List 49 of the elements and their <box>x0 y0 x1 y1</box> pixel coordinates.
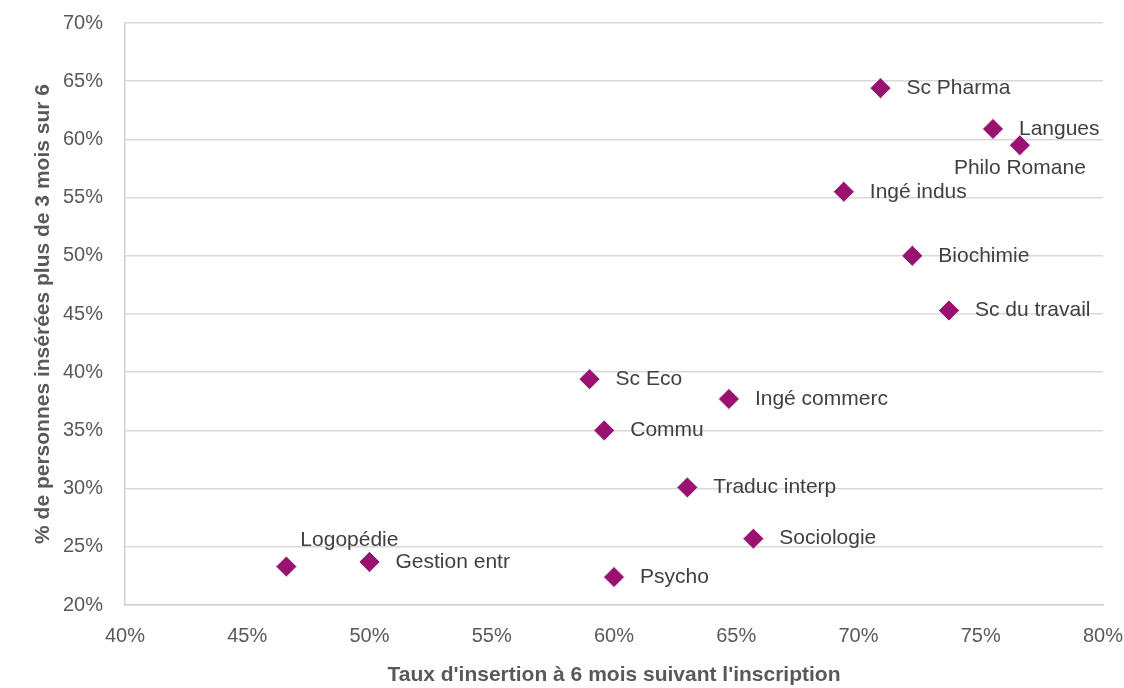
x-tick-label: 45% <box>227 623 268 646</box>
point <box>937 299 960 322</box>
annotation: Sc du travail <box>974 297 1091 321</box>
y-tick-label: 60% <box>62 126 104 149</box>
annotation: Langues <box>1018 115 1100 139</box>
point <box>742 527 765 550</box>
x-tick-label: 70% <box>838 623 879 646</box>
y-tick-label: 70% <box>62 10 104 33</box>
y-axis-title: % de personnes insérées plus de 3 mois sur 6 <box>30 84 54 544</box>
y-tick-label: 50% <box>62 243 104 266</box>
point <box>832 180 855 203</box>
point <box>578 368 601 391</box>
point <box>901 244 924 267</box>
annotation: Philo Romane <box>953 154 1086 178</box>
annotation: Sc Eco <box>615 365 683 389</box>
point <box>603 566 625 589</box>
y-tick-label: 20% <box>62 592 104 615</box>
point <box>593 419 616 442</box>
point <box>869 77 892 100</box>
point <box>275 555 298 578</box>
point <box>358 550 381 573</box>
y-tick-label: 45% <box>62 301 104 324</box>
annotation: Sociologie <box>779 525 877 549</box>
annotation: Ingé commerc <box>754 385 888 409</box>
point <box>676 476 699 499</box>
annotation: Traduc interp <box>713 474 837 498</box>
point <box>981 117 1004 140</box>
y-tick-label: 30% <box>62 476 104 499</box>
x-axis-title: Taux d'insertion à 6 mois suivant l'inscription <box>387 662 841 686</box>
y-tick-label: 25% <box>62 534 104 557</box>
y-tick-label: 35% <box>62 417 104 440</box>
annotation: Ingé indus <box>869 178 967 202</box>
annotation: Psycho <box>640 563 709 587</box>
y-tick-label: 55% <box>62 185 104 208</box>
x-tick-label: 75% <box>960 623 1001 646</box>
x-tick-label: 80% <box>1082 623 1124 646</box>
y-tick-label: 40% <box>62 359 104 382</box>
x-tick-label: 50% <box>349 623 390 646</box>
annotation: Biochimie <box>938 242 1030 266</box>
x-tick-label: 40% <box>104 623 146 646</box>
annotation: Logopédie <box>300 526 399 550</box>
annotation: Gestion entr <box>395 548 510 572</box>
annotation: Sc Pharma <box>906 74 1011 98</box>
x-tick-label: 65% <box>716 623 757 646</box>
x-tick-label: 60% <box>593 623 635 646</box>
annotation: Commu <box>630 417 704 441</box>
x-tick-label: 55% <box>471 623 512 646</box>
y-tick-label: 65% <box>62 68 104 91</box>
point <box>717 387 740 410</box>
